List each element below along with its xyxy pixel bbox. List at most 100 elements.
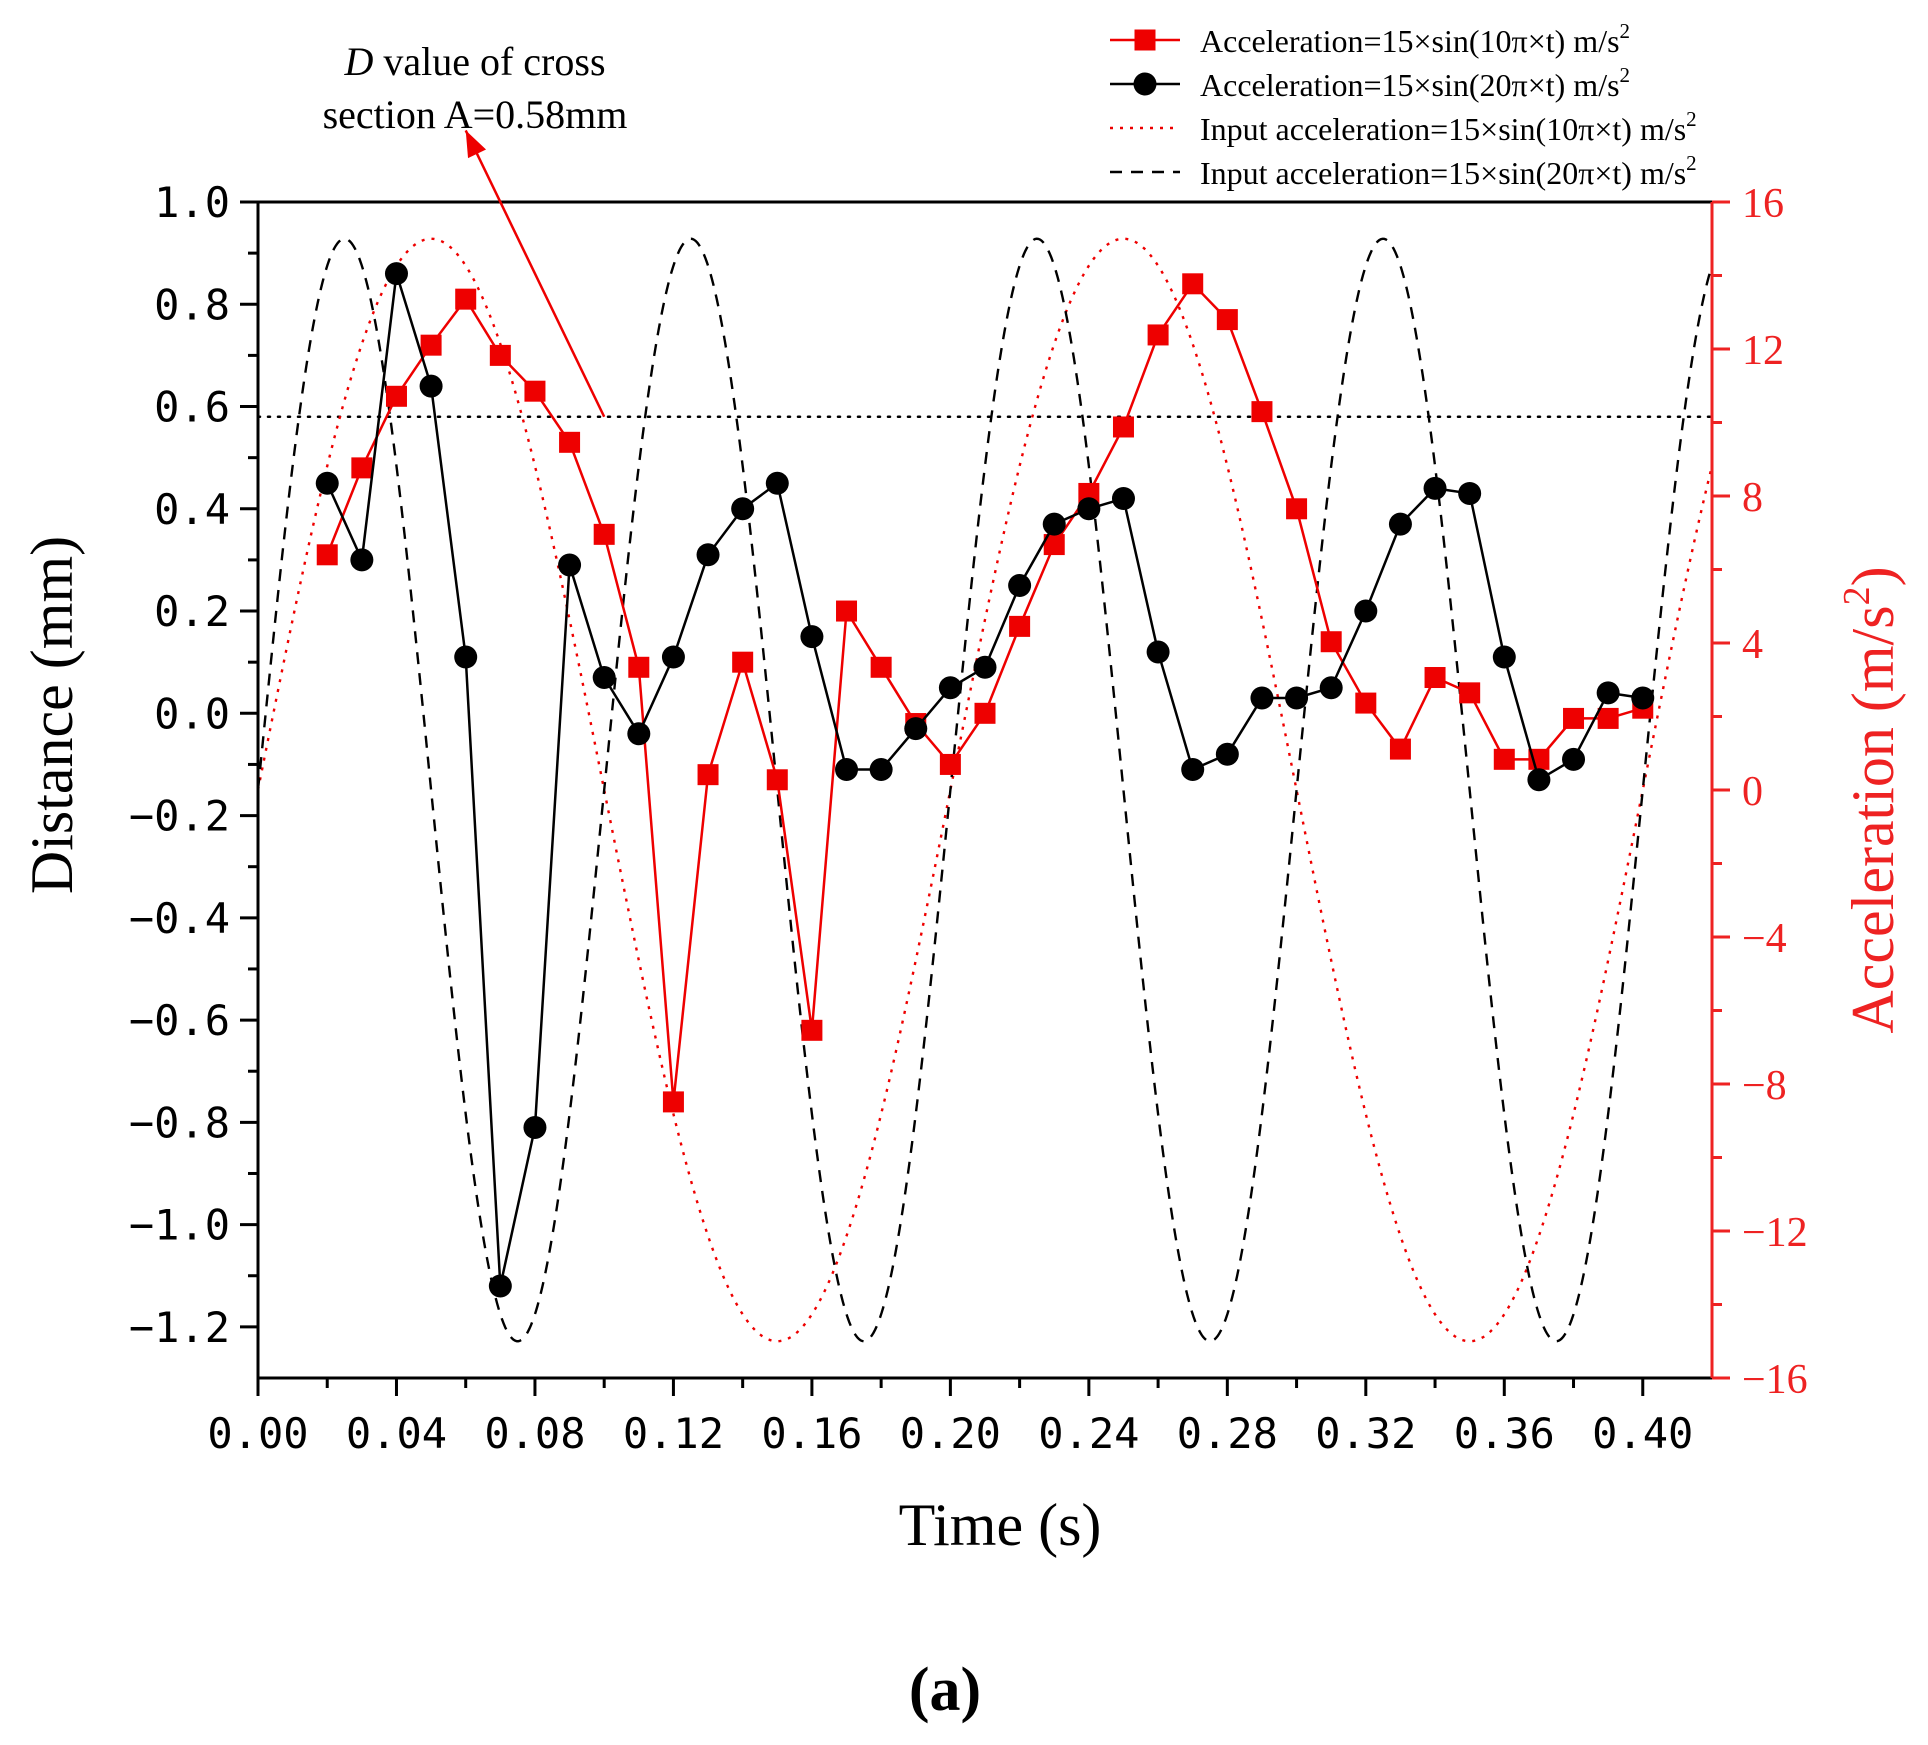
square-marker [974, 702, 996, 724]
square-marker [870, 656, 892, 678]
legend-label-text: Input acceleration=15×sin(20π×t) m/s [1200, 155, 1686, 191]
legend-circle-marker [1133, 72, 1157, 96]
circle-marker [592, 666, 616, 690]
circle-marker [1042, 512, 1066, 536]
circle-marker [1388, 512, 1412, 536]
y-axis-right-label: Acceleration (m/s2) [1836, 566, 1906, 1033]
circle-marker [869, 758, 893, 782]
square-marker [385, 385, 407, 407]
circle-marker [904, 717, 928, 741]
square-marker [1043, 534, 1065, 556]
circle-marker [1631, 686, 1655, 710]
circle-marker [1458, 481, 1482, 505]
y-left-tick-label: −1.0 [129, 1201, 230, 1250]
measured-series-group [315, 262, 1655, 1298]
circle-marker [1146, 640, 1170, 664]
square-marker [1286, 498, 1308, 520]
legend-label-3: Input acceleration=15×sin(10π×t) m/s2 [1200, 107, 1697, 147]
input-curve-1 [258, 237, 1712, 1343]
circle-marker [731, 497, 755, 521]
circle-marker [1008, 573, 1032, 597]
y-left-tick-label: 0.8 [154, 280, 230, 329]
y-left-tick-label: −0.8 [129, 1098, 230, 1147]
circle-marker [1562, 747, 1586, 771]
square-marker [1459, 682, 1481, 704]
square-marker [1112, 416, 1134, 438]
circle-marker [454, 645, 478, 669]
circle-marker [350, 548, 374, 572]
legend-label-text: Input acceleration=15×sin(10π×t) m/s [1200, 111, 1686, 147]
square-marker [1320, 631, 1342, 653]
circle-marker [1181, 758, 1205, 782]
y-left-tick-label: 0.6 [154, 383, 230, 432]
circle-marker [1250, 686, 1274, 710]
circle-marker [1596, 681, 1620, 705]
square-marker [1493, 748, 1515, 770]
square-marker [697, 764, 719, 786]
circle-marker [1354, 599, 1378, 623]
x-tick-label: 0.28 [1177, 1409, 1278, 1458]
y-left-tick-label: 1.0 [154, 178, 230, 227]
y-axis-right-label-base: Acceleration (m/s [1840, 605, 1906, 1033]
y-axis-left-label: Distance (mm) [19, 536, 85, 894]
circle-marker [1423, 476, 1447, 500]
annotation-line-2: section A=0.58mm [323, 92, 628, 137]
input-curve-2 [258, 237, 1712, 1343]
circle-marker [384, 262, 408, 286]
square-marker [559, 431, 581, 453]
circle-marker [523, 1115, 547, 1139]
y-left-tick-label: −1.2 [129, 1303, 230, 1352]
y-left-tick-label: 0.4 [154, 485, 230, 534]
x-tick-label: 0.04 [346, 1409, 447, 1458]
square-marker [836, 600, 858, 622]
legend-label-sup: 2 [1620, 19, 1631, 43]
square-marker [351, 457, 373, 479]
y-right-tick-label: 16 [1742, 181, 1784, 227]
legend-label-sup: 2 [1686, 107, 1697, 131]
x-tick-label: 0.20 [900, 1409, 1001, 1458]
circle-marker [1077, 497, 1101, 521]
y-left-tick-label: −0.6 [129, 996, 230, 1045]
square-marker [1251, 401, 1273, 423]
y-left-tick-label: 0.0 [154, 689, 230, 738]
annotation-italic-d: D [343, 39, 373, 84]
y-left-tick-label: −0.2 [129, 792, 230, 841]
square-marker [1563, 707, 1585, 729]
x-tick-label: 0.24 [1038, 1409, 1139, 1458]
legend-label-sup: 2 [1686, 151, 1697, 175]
annotation-arrow-line [464, 129, 606, 418]
circle-marker [627, 722, 651, 746]
x-tick-label: 0.32 [1315, 1409, 1416, 1458]
circle-marker [938, 676, 962, 700]
circle-marker [696, 543, 720, 567]
legend-label-text: Acceleration=15×sin(10π×t) m/s [1200, 23, 1620, 59]
circle-marker [800, 625, 824, 649]
square-marker [524, 380, 546, 402]
circle-marker [1215, 742, 1239, 766]
square-marker [489, 344, 511, 366]
circle-marker [419, 374, 443, 398]
circle-marker [315, 471, 339, 495]
circle-marker [765, 471, 789, 495]
square-marker [1424, 667, 1446, 689]
annotation-line-1: D value of cross [343, 39, 605, 84]
square-marker [801, 1019, 823, 1041]
legend-label-text: Acceleration=15×sin(20π×t) m/s [1200, 67, 1620, 103]
square-marker [766, 769, 788, 791]
square-marker [1009, 615, 1031, 637]
square-marker [593, 523, 615, 545]
legend-square-marker [1134, 29, 1156, 51]
y-right-tick-label: 4 [1742, 622, 1763, 668]
legend-label-sup: 2 [1620, 63, 1631, 87]
square-marker [1182, 273, 1204, 295]
square-marker [1597, 707, 1619, 729]
series-line-circle [326, 273, 1643, 1287]
x-tick-label: 0.16 [761, 1409, 862, 1458]
circle-marker [1527, 768, 1551, 792]
axes-group: 0.00 0.04 0.08 0.12 0.16 0.20 0.24 0.28 0.32 0.36… [129, 178, 1808, 1458]
square-marker [1216, 309, 1238, 331]
square-marker [662, 1091, 684, 1113]
circle-marker [835, 758, 859, 782]
annotation-line-1-rest: value of cross [373, 39, 605, 84]
